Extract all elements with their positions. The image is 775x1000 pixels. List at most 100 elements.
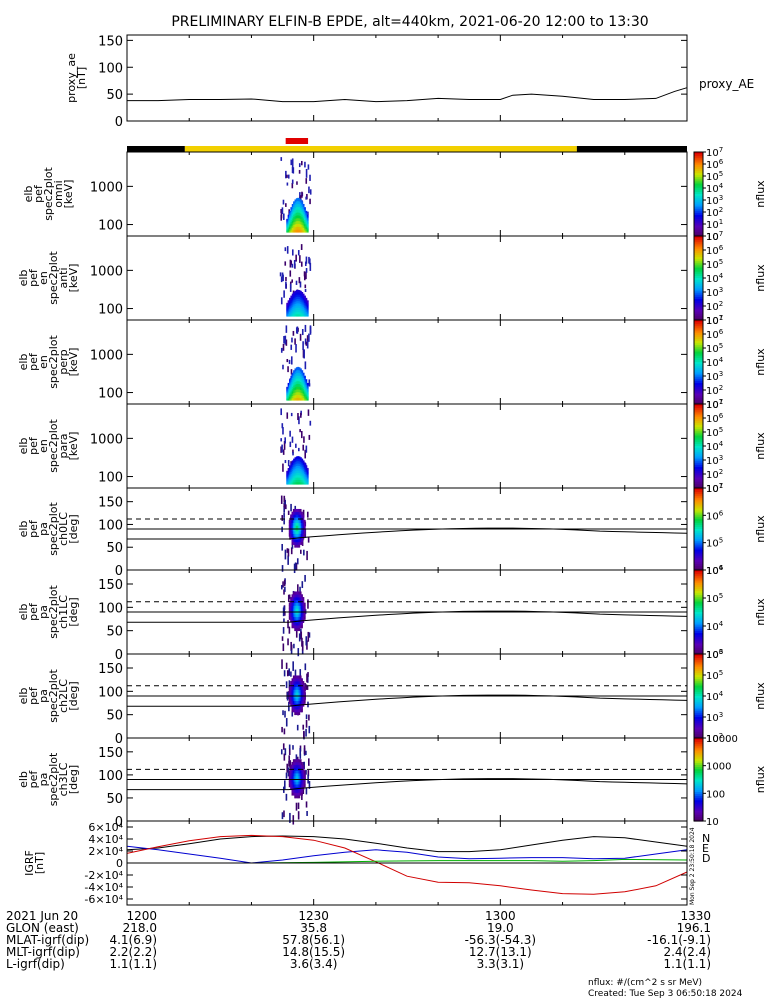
spectrogram-pixel (294, 307, 297, 311)
pa-pixel (296, 558, 299, 565)
spectrogram-pixel (289, 474, 291, 477)
pa-pixel (294, 514, 297, 518)
spectrogram-pixel (302, 393, 305, 397)
spectrogram-pixel (304, 462, 306, 465)
spectrogram-pixel (290, 219, 293, 223)
colorbar-tick-label: 10000 (706, 734, 738, 745)
spectrogram-pixel (290, 159, 293, 166)
pa-pixel (294, 773, 297, 777)
spectrogram-pixel (289, 221, 291, 224)
spectrogram-pixel (302, 476, 305, 479)
pa-pixel (299, 525, 302, 529)
spectrogram-pixel (291, 304, 294, 308)
colorbar-cell (694, 498, 703, 501)
pa-pixel (297, 811, 300, 820)
pa-pixel (303, 530, 306, 534)
spectrogram-pixel (291, 303, 294, 306)
spectrogram-pixel (302, 397, 305, 401)
pa-ch1-panel: 050100150elbpefpaspec2plotch1LC[deg]1031… (17, 564, 767, 663)
pa-pixel (306, 550, 308, 561)
spectrogram-pixel (304, 225, 306, 229)
spectrogram-pixel (306, 216, 309, 219)
pa-pixel (296, 792, 299, 796)
pa-pixel (303, 616, 306, 620)
pa-pixel (295, 767, 298, 771)
pa-pixel (295, 591, 298, 595)
spectrogram-pixel (305, 445, 308, 453)
pa-pixel (294, 622, 297, 626)
spectrogram-pixel (286, 222, 289, 224)
spectrogram-pixel (291, 395, 294, 399)
spectrogram-pixel (293, 259, 296, 269)
pa-pixel (298, 613, 301, 618)
colorbar-cell (694, 202, 703, 206)
spectrogram-pixel (291, 182, 294, 189)
spectrogram-pixel (301, 191, 303, 198)
colorbar-cell (694, 733, 703, 737)
spectrogram-pixel (290, 228, 293, 231)
pa-pixel (283, 605, 286, 612)
spectrogram-pixel (305, 228, 308, 231)
spectrogram-pixel (295, 474, 298, 478)
pa-pixel (295, 689, 298, 693)
spectrogram-pixel (294, 297, 297, 300)
pa-pixel (299, 759, 302, 763)
colorbar-cell (694, 429, 703, 432)
colorbar-cell (694, 490, 703, 493)
pa-pixel (301, 778, 303, 782)
pa-pixel (304, 663, 307, 671)
pa-pixel (299, 528, 302, 532)
spectrogram-pixel (298, 467, 301, 471)
spectrogram-pixel (291, 312, 294, 315)
colorbar-cell (694, 576, 703, 579)
spectrogram-pixel (305, 268, 308, 273)
spectrogram-pixel (297, 479, 300, 483)
pa-pixel (295, 508, 298, 513)
spectrogram-pixel (297, 294, 300, 297)
spectrogram-pixel (297, 300, 300, 304)
spectrogram-pixel (291, 372, 294, 376)
pa-pixel (292, 519, 295, 524)
pa-pixel (288, 613, 291, 618)
spectrogram-pixel (293, 370, 295, 374)
spectrogram-pixel (295, 298, 298, 302)
spectrogram-pixel (292, 449, 294, 454)
spectrogram-pixel (306, 220, 309, 223)
colorbar-label: nflux (754, 598, 767, 626)
spectrogram-pixel (299, 292, 302, 296)
colorbar-cell (694, 580, 703, 584)
colorbar-cell (694, 389, 703, 392)
spectrogram-pixel (306, 469, 309, 472)
spectrogram-pixel (290, 356, 293, 365)
pa-pixel (287, 555, 289, 565)
pa-pixel (299, 781, 302, 785)
pa-pixel (281, 515, 284, 521)
spectrogram-pixel (294, 479, 297, 483)
spectrogram-pixel (303, 349, 305, 359)
spectrogram-pixel (287, 387, 290, 390)
spectrogram-pixel (304, 288, 307, 293)
spectrogram-pixel (293, 227, 295, 231)
colorbar-cell (694, 779, 703, 783)
pa-pixel (292, 759, 295, 763)
pa-pixel (296, 530, 299, 534)
pa-pixel (291, 781, 294, 785)
pa-pixel (281, 636, 284, 641)
spectrogram-pixel (295, 458, 298, 462)
ephemeris-cell: 19.0 (487, 921, 514, 935)
spectrogram-pixel (289, 379, 291, 382)
pa-pixel (296, 611, 299, 615)
colorbar-frame (693, 737, 704, 822)
pa-pixel (306, 685, 309, 690)
spectrogram-pixel (287, 226, 290, 229)
spec-anti-ylabel-line: en (37, 271, 50, 285)
pa-pixel (291, 519, 294, 524)
pa-pixel (302, 533, 305, 537)
pa-pixel (298, 514, 301, 518)
pa-pixel (302, 724, 305, 730)
pa-pixel (303, 778, 306, 782)
pa-pixel (296, 778, 299, 782)
spectrogram-pixel (296, 326, 299, 334)
spectrogram-pixel (287, 230, 290, 233)
spectrogram-pixel (295, 254, 297, 262)
